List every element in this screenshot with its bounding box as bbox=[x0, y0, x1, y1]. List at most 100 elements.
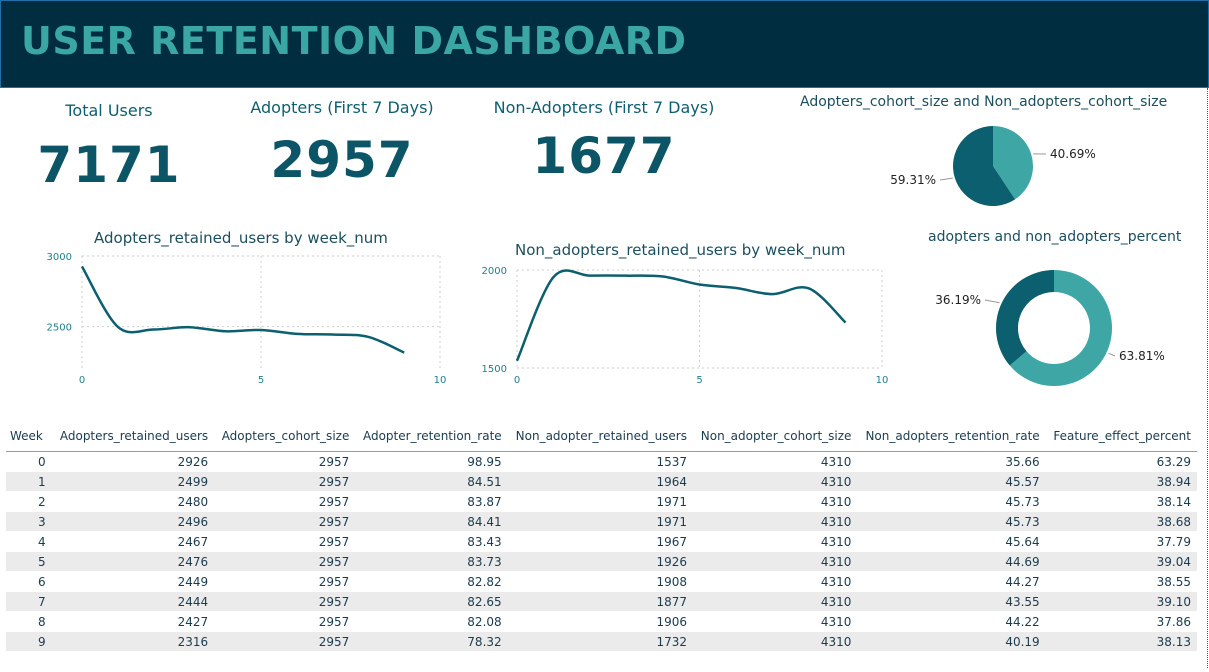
dashboard-header: USER RETENTION DASHBOARD bbox=[0, 0, 1209, 88]
pie-slice bbox=[996, 270, 1054, 366]
pie-leader-line bbox=[939, 177, 953, 181]
donut-percent-title: adopters and non_adopters_percent bbox=[928, 229, 1182, 245]
table-cell: 1926 bbox=[507, 551, 693, 572]
table-cell: 1971 bbox=[507, 491, 693, 512]
table-cell: 1 bbox=[6, 471, 53, 492]
pie-data-label: 59.31% bbox=[890, 173, 936, 187]
table-cell: 84.51 bbox=[355, 471, 508, 492]
table-cell: 2957 bbox=[214, 551, 356, 572]
series-line bbox=[80, 265, 405, 354]
kpi-value: 7171 bbox=[37, 136, 181, 194]
table-cell: 45.73 bbox=[857, 511, 1046, 532]
table-cell: 6 bbox=[6, 571, 53, 592]
table-cell: 98.95 bbox=[355, 451, 508, 472]
pie-cohort-chart[interactable]: 40.69% 59.31% bbox=[880, 112, 1180, 232]
table-cell: 2957 bbox=[214, 531, 356, 552]
kpi-label: Total Users bbox=[65, 101, 153, 120]
table-row: 8 2427 2957 82.08 1906 4310 44.22 37.86 bbox=[6, 611, 1197, 632]
table-cell: 2480 bbox=[52, 491, 215, 512]
donut-percent-chart[interactable]: 63.81% 36.19% bbox=[925, 258, 1165, 408]
table-row: 5 2476 2957 83.73 1926 4310 44.69 39.04 bbox=[6, 551, 1197, 572]
kpi-label: Non-Adopters (First 7 Days) bbox=[493, 98, 715, 117]
table-column-header[interactable]: Non_adopter_retained_users bbox=[507, 425, 693, 452]
pie-data-label: 36.19% bbox=[935, 293, 981, 307]
table-column-header[interactable]: Adopter_retention_rate bbox=[355, 425, 508, 452]
table-cell: 44.22 bbox=[857, 611, 1046, 632]
table-cell: 39.10 bbox=[1045, 591, 1197, 612]
table-cell: 2316 bbox=[52, 631, 215, 652]
table-cell: 82.82 bbox=[355, 571, 508, 592]
table-cell: 38.94 bbox=[1045, 471, 1197, 492]
table-cell: 44.69 bbox=[857, 551, 1046, 572]
kpi-value: 2957 bbox=[270, 131, 414, 189]
pie-data-label: 63.81% bbox=[1119, 349, 1165, 363]
x-tick-label: 10 bbox=[876, 375, 889, 386]
table-cell: 8 bbox=[6, 611, 53, 632]
x-tick-label: 0 bbox=[79, 375, 85, 386]
table-cell: 83.73 bbox=[355, 551, 508, 572]
table-cell: 4310 bbox=[693, 631, 858, 652]
series-line bbox=[515, 269, 847, 362]
table-cell: 4310 bbox=[693, 511, 858, 532]
table-cell: 2957 bbox=[214, 491, 356, 512]
table-row: 4 2467 2957 83.43 1967 4310 45.64 37.79 bbox=[6, 531, 1197, 552]
table-cell: 4310 bbox=[693, 531, 858, 552]
dashboard-title: USER RETENTION DASHBOARD bbox=[21, 19, 687, 63]
table-cell: 2957 bbox=[214, 571, 356, 592]
x-tick-label: 5 bbox=[258, 375, 264, 386]
table-cell: 1967 bbox=[507, 531, 693, 552]
table-column-header[interactable]: Week bbox=[6, 425, 53, 452]
table-column-header[interactable]: Adopters_retained_users bbox=[52, 425, 215, 452]
table-cell: 2957 bbox=[214, 591, 356, 612]
table-cell: 45.73 bbox=[857, 491, 1046, 512]
table-cell: 38.13 bbox=[1045, 631, 1197, 652]
kpi-label: Adopters (First 7 Days) bbox=[250, 98, 434, 117]
table-cell: 37.79 bbox=[1045, 531, 1197, 552]
table-row: 0 2926 2957 98.95 1537 4310 35.66 63.29 bbox=[6, 451, 1197, 472]
table-cell: 45.57 bbox=[857, 471, 1046, 492]
table-cell: 4310 bbox=[693, 451, 858, 472]
table-cell: 1906 bbox=[507, 611, 693, 632]
table-cell: 4 bbox=[6, 531, 53, 552]
pie-slice bbox=[1009, 270, 1112, 386]
table-cell: 4310 bbox=[693, 551, 858, 572]
table-cell: 35.66 bbox=[857, 451, 1046, 472]
kpi-non-adopters: Non-Adopters (First 7 Days) 1677 bbox=[478, 98, 730, 185]
table-cell: 4310 bbox=[693, 591, 858, 612]
non-adopters-line-chart[interactable]: 0 5 10 2000 1500 bbox=[470, 256, 890, 396]
x-tick-label: 10 bbox=[434, 375, 447, 386]
table-cell: 2957 bbox=[214, 451, 356, 472]
table-cell: 1877 bbox=[507, 591, 693, 612]
table-cell: 2957 bbox=[214, 631, 356, 652]
kpi-total-users: Total Users 7171 bbox=[20, 101, 198, 194]
x-tick-label: 0 bbox=[514, 375, 520, 386]
table-cell: 83.43 bbox=[355, 531, 508, 552]
table-column-header[interactable]: Adopters_cohort_size bbox=[214, 425, 356, 452]
table-cell: 2496 bbox=[52, 511, 215, 532]
table-cell: 2957 bbox=[214, 611, 356, 632]
table-row: 9 2316 2957 78.32 1732 4310 40.19 38.13 bbox=[6, 631, 1197, 652]
table-cell: 2 bbox=[6, 491, 53, 512]
table-cell: 38.68 bbox=[1045, 511, 1197, 532]
table-cell: 2467 bbox=[52, 531, 215, 552]
pie-leader-line bbox=[1108, 352, 1116, 357]
table-cell: 1964 bbox=[507, 471, 693, 492]
table-column-header[interactable]: Feature_effect_percent bbox=[1045, 425, 1197, 452]
table-cell: 2476 bbox=[52, 551, 215, 572]
adopters-line-chart[interactable]: 0 5 10 3000 2500 bbox=[10, 244, 460, 394]
table-cell: 3 bbox=[6, 511, 53, 532]
table-row: 3 2496 2957 84.41 1971 4310 45.73 38.68 bbox=[6, 511, 1197, 532]
table-column-header[interactable]: Non_adopters_retention_rate bbox=[857, 425, 1046, 452]
pie-leader-line bbox=[984, 299, 1000, 304]
table-cell: 4310 bbox=[693, 611, 858, 632]
table-cell: 82.08 bbox=[355, 611, 508, 632]
table-cell: 84.41 bbox=[355, 511, 508, 532]
table-cell: 38.14 bbox=[1045, 491, 1197, 512]
table-cell: 1908 bbox=[507, 571, 693, 592]
x-tick-label: 5 bbox=[696, 375, 702, 386]
table-cell: 7 bbox=[6, 591, 53, 612]
table-cell: 1537 bbox=[507, 451, 693, 472]
table-column-header[interactable]: Non_adopter_cohort_size bbox=[693, 425, 858, 452]
pie-cohort-title: Adopters_cohort_size and Non_adopters_co… bbox=[800, 94, 1168, 110]
kpi-value: 1677 bbox=[532, 127, 676, 185]
